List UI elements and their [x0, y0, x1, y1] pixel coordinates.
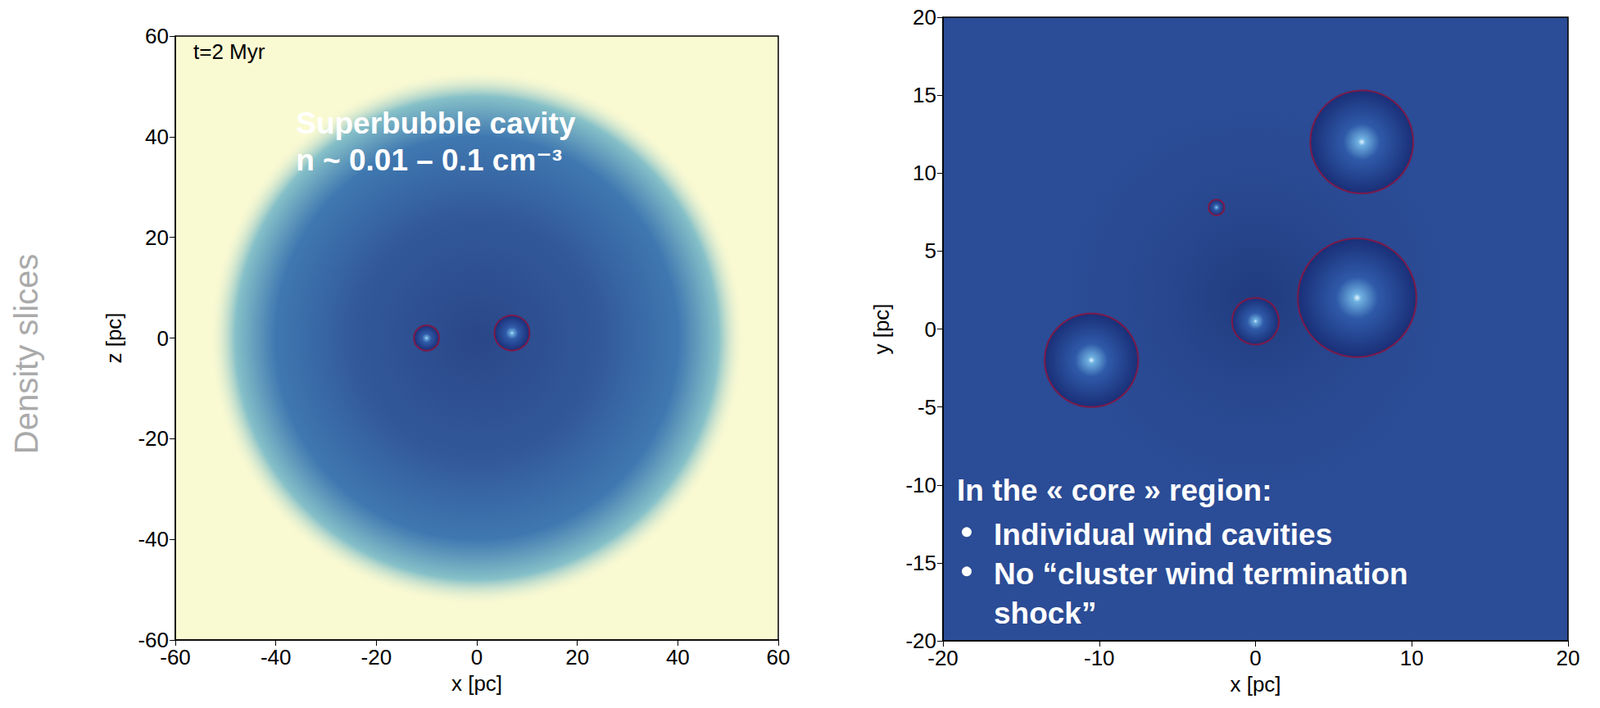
svg-text:-40: -40 [137, 526, 169, 552]
svg-text:-20: -20 [137, 426, 169, 451]
svg-text:10: 10 [1400, 645, 1424, 671]
svg-text:Superbubble cavity: Superbubble cavity [295, 106, 576, 141]
svg-text:-10: -10 [1083, 645, 1116, 671]
svg-text:-60: -60 [159, 644, 191, 670]
svg-text:-10: -10 [905, 472, 937, 498]
svg-text:40: 40 [145, 124, 169, 150]
svg-text:shock”: shock” [993, 596, 1097, 631]
svg-text:60: 60 [145, 23, 169, 49]
svg-text:10: 10 [912, 160, 937, 186]
svg-text:-20: -20 [905, 628, 937, 653]
svg-text:-20: -20 [927, 645, 959, 671]
svg-text:No “cluster wind termination: No “cluster wind termination [993, 557, 1417, 591]
svg-text:In the « core » region:: In the « core » region: [956, 473, 1272, 508]
svg-text:y [pc]: y [pc] [869, 303, 894, 354]
svg-text:20: 20 [1556, 645, 1581, 671]
svg-text:-40: -40 [260, 644, 292, 670]
svg-text:0: 0 [157, 326, 169, 351]
svg-text:0: 0 [471, 644, 483, 670]
svg-text:-5: -5 [917, 394, 937, 420]
svg-text:20: 20 [912, 4, 937, 30]
svg-text:-15: -15 [905, 550, 937, 576]
svg-text:0: 0 [1249, 645, 1261, 671]
svg-text:z [pc]: z [pc] [101, 312, 127, 363]
svg-text:x [pc]: x [pc] [451, 670, 503, 696]
svg-text:Density slices: Density slices [8, 253, 45, 455]
svg-text:20: 20 [565, 644, 590, 670]
svg-text:5: 5 [924, 238, 937, 263]
svg-text:-60: -60 [137, 627, 169, 653]
svg-text:40: 40 [666, 644, 690, 670]
svg-text:x [pc]: x [pc] [1229, 671, 1281, 697]
svg-text:20: 20 [145, 225, 169, 250]
svg-text:60: 60 [766, 644, 791, 670]
svg-text:15: 15 [912, 82, 937, 108]
svg-text:Individual wind cavities: Individual wind cavities [993, 517, 1333, 552]
svg-text:t=2 Myr: t=2 Myr [193, 39, 266, 64]
svg-text:-20: -20 [361, 644, 393, 670]
svg-text:n ~ 0.01 – 0.1 cm⁻³: n ~ 0.01 – 0.1 cm⁻³ [295, 143, 563, 177]
svg-text:0: 0 [924, 317, 937, 342]
